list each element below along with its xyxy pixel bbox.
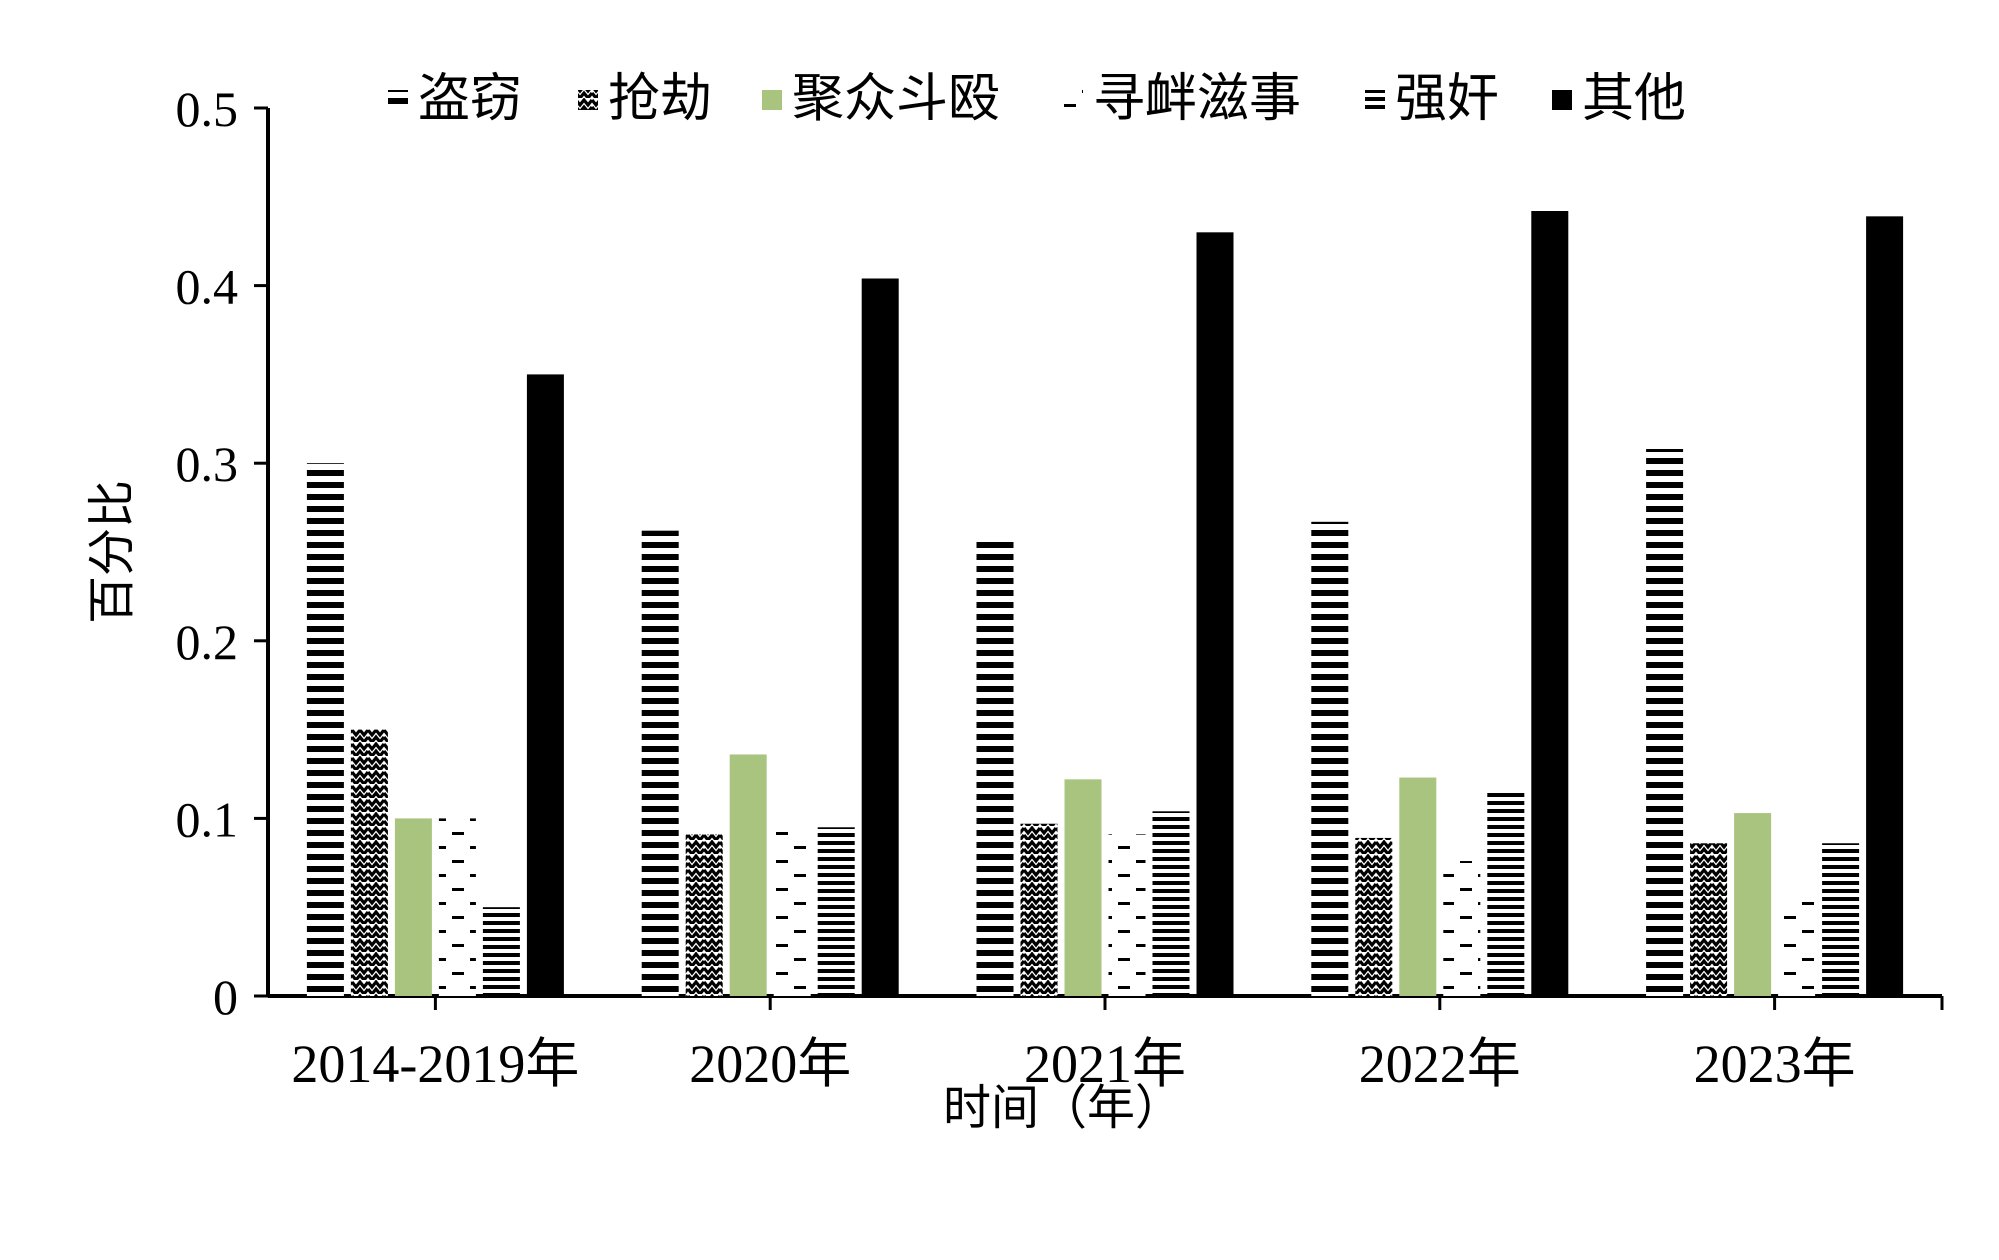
bar-抢劫-2014-2019年 xyxy=(350,729,388,996)
axes: 0 0.1 0.2 0.3 0.4 0.5 2014-2019年 2020年 2021年 2022… xyxy=(176,81,1944,1094)
bar-强奸-2022年 xyxy=(1487,791,1525,996)
legend-label: 强奸 xyxy=(1395,69,1499,129)
bar-盗窃-2020年 xyxy=(641,530,679,996)
bar-寻衅滋事-2023年 xyxy=(1778,891,1816,996)
y-tick-label: 0.4 xyxy=(176,259,239,315)
bar-抢劫-2020年 xyxy=(685,834,723,996)
x-tick-label: 2020年 xyxy=(689,1034,851,1094)
bar-强奸-2021年 xyxy=(1152,811,1190,996)
bar-寻衅滋事-2014-2019年 xyxy=(438,818,476,996)
x-tick-label: 2014-2019年 xyxy=(291,1034,579,1094)
y-tick-label: 0 xyxy=(213,969,238,1025)
bar-寻衅滋事-2020年 xyxy=(773,821,811,996)
bar-聚众斗殴-2020年 xyxy=(729,754,767,996)
bar-强奸-2014-2019年 xyxy=(482,907,520,996)
bar-抢劫-2023年 xyxy=(1690,843,1728,996)
bar-聚众斗殴-2021年 xyxy=(1064,779,1102,996)
legend-swatch xyxy=(762,90,782,110)
bar-其他-2021年 xyxy=(1196,232,1234,996)
y-tick-label: 0.3 xyxy=(176,436,239,492)
bar-强奸-2023年 xyxy=(1822,843,1860,996)
bar-强奸-2020年 xyxy=(817,827,855,996)
bar-盗窃-2021年 xyxy=(976,537,1014,996)
bars xyxy=(306,211,1904,997)
legend-swatch xyxy=(1063,90,1083,110)
x-tick-label: 2022年 xyxy=(1359,1034,1521,1094)
y-tick-label: 0.2 xyxy=(176,614,239,670)
legend-label: 寻衅滋事 xyxy=(1093,69,1301,129)
bar-抢劫-2021年 xyxy=(1020,823,1058,996)
legend-swatch xyxy=(1365,90,1385,110)
bar-盗窃-2022年 xyxy=(1311,521,1349,996)
legend-swatch xyxy=(388,90,408,110)
y-axis-label: 百分比 xyxy=(84,480,140,624)
bar-盗窃-2014-2019年 xyxy=(306,463,344,996)
x-tick-label: 2023年 xyxy=(1694,1034,1856,1094)
bar-聚众斗殴-2014-2019年 xyxy=(394,818,432,996)
bar-寻衅滋事-2021年 xyxy=(1108,834,1146,996)
bar-盗窃-2023年 xyxy=(1646,448,1684,996)
bar-聚众斗殴-2023年 xyxy=(1734,813,1772,996)
y-tick-label: 0.1 xyxy=(176,791,239,847)
bar-其他-2023年 xyxy=(1866,216,1904,996)
x-tick-label: 2021年 xyxy=(1024,1034,1186,1094)
bar-其他-2014-2019年 xyxy=(526,374,564,996)
legend-label: 聚众斗殴 xyxy=(792,69,1000,129)
x-axis-label: 时间（年） xyxy=(943,1080,1183,1136)
legend: 盗窃 抢劫 聚众斗殴 寻衅滋事 强奸 其他 xyxy=(388,69,1686,129)
bar-聚众斗殴-2022年 xyxy=(1399,777,1437,996)
legend-swatch xyxy=(1552,90,1572,110)
bar-抢劫-2022年 xyxy=(1355,837,1393,996)
bar-其他-2020年 xyxy=(861,278,899,997)
legend-label: 抢劫 xyxy=(608,69,712,129)
legend-label: 其他 xyxy=(1582,69,1686,129)
bar-其他-2022年 xyxy=(1531,211,1569,996)
y-tick-label: 0.5 xyxy=(176,81,239,137)
legend-label: 盗窃 xyxy=(418,69,522,129)
bar-寻衅滋事-2022年 xyxy=(1443,861,1481,996)
legend-swatch xyxy=(578,90,598,110)
